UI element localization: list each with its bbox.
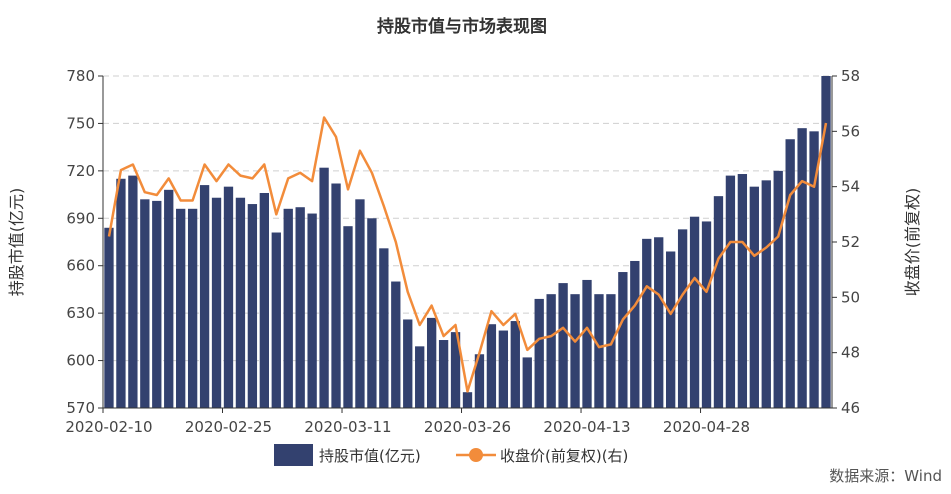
bar <box>606 294 616 408</box>
bar <box>187 208 198 408</box>
bar <box>821 76 831 408</box>
bar <box>223 186 234 408</box>
left-tick-label: 600 <box>66 352 95 370</box>
bar <box>618 272 628 408</box>
right-tick-label: 46 <box>841 399 860 417</box>
right-tick-label: 54 <box>841 178 860 196</box>
bar <box>474 354 485 408</box>
bar <box>438 340 449 408</box>
bar <box>403 319 413 408</box>
bar <box>331 183 341 408</box>
left-tick-label: 660 <box>66 257 95 275</box>
source-note: 数据来源：Wind <box>829 467 942 485</box>
x-tick-label: 2020-03-26 <box>424 418 511 436</box>
legend: 持股市值(亿元) 收盘价(前复权)(右) <box>274 444 628 466</box>
right-tick-label: 50 <box>841 288 860 306</box>
bar <box>343 226 353 408</box>
bar <box>283 208 293 408</box>
bar <box>749 186 759 408</box>
bar <box>152 200 162 408</box>
bar <box>176 208 186 408</box>
bar <box>235 197 246 408</box>
bar <box>809 131 819 409</box>
bar <box>116 178 126 408</box>
bar <box>701 221 712 408</box>
bar <box>486 324 497 408</box>
left-tick-label: 630 <box>66 304 95 322</box>
left-tick-label: 570 <box>66 399 95 417</box>
bar <box>199 185 210 408</box>
left-tick-label: 750 <box>66 114 95 132</box>
bar <box>642 238 652 408</box>
right-tick-label: 58 <box>841 67 860 85</box>
bar <box>211 197 222 408</box>
bar <box>140 199 150 408</box>
axes: 570 600 630 660 690 720 750 780 46 48 50 52 54 56 58 20… <box>65 67 860 436</box>
bar <box>785 139 795 408</box>
chart-title: 持股市值与市场表现图 <box>377 16 547 37</box>
bar <box>391 281 401 408</box>
left-tick-label: 720 <box>66 162 95 180</box>
bar <box>713 196 724 408</box>
bar <box>558 283 568 408</box>
legend-line-marker <box>469 448 483 462</box>
x-tick-label: 2020-03-11 <box>304 418 391 436</box>
bar <box>677 229 688 408</box>
bar <box>761 180 771 408</box>
bar <box>450 332 461 408</box>
bar <box>534 298 544 408</box>
bar <box>462 392 473 408</box>
bar <box>307 213 317 408</box>
bar <box>773 170 783 408</box>
bar <box>510 321 520 408</box>
bar <box>546 294 556 408</box>
bar <box>582 279 592 408</box>
bar <box>666 251 676 408</box>
x-tick-label: 2020-02-25 <box>185 418 272 436</box>
left-tick-label: 780 <box>66 67 95 85</box>
bar <box>797 128 807 408</box>
x-tick-label: 2020-02-10 <box>65 418 152 436</box>
bar <box>295 207 305 408</box>
left-tick-label: 690 <box>66 209 95 227</box>
x-tick-label: 2020-04-28 <box>663 418 750 436</box>
legend-bar-label: 持股市值(亿元) <box>319 447 421 465</box>
bar <box>426 317 437 408</box>
legend-bar-swatch <box>274 444 313 466</box>
bar <box>259 192 269 408</box>
right-tick-label: 52 <box>841 233 860 251</box>
bar <box>725 175 736 408</box>
right-tick-label: 56 <box>841 122 860 140</box>
bar <box>594 294 604 408</box>
bar <box>522 357 532 408</box>
bar <box>104 227 114 408</box>
left-axis-title: 持股市值(亿元) <box>7 188 26 297</box>
bar <box>367 218 377 408</box>
bar <box>689 216 700 408</box>
line-series <box>107 116 828 393</box>
right-axis-title: 收盘价(前复权) <box>903 188 922 297</box>
bar <box>415 346 425 408</box>
legend-line-label: 收盘价(前复权)(右) <box>500 447 628 465</box>
bar <box>128 175 138 408</box>
bar <box>319 167 329 408</box>
bar <box>654 237 664 408</box>
bar <box>570 294 580 408</box>
right-tick-label: 48 <box>841 344 860 362</box>
bar <box>247 204 258 408</box>
bar <box>630 260 640 408</box>
bar <box>164 189 174 408</box>
bar <box>379 248 389 408</box>
bar <box>271 232 281 408</box>
bar <box>355 199 365 408</box>
line-path <box>107 116 828 393</box>
bar <box>498 330 509 408</box>
bar-series <box>104 76 831 409</box>
x-tick-label: 2020-04-13 <box>543 418 630 436</box>
bar <box>737 174 748 408</box>
